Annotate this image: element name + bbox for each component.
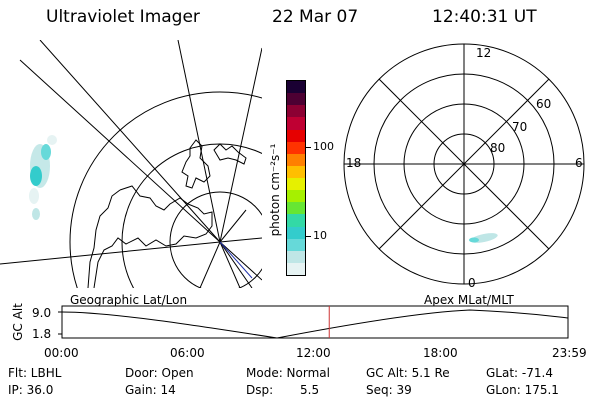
colorbar-segment (287, 129, 305, 142)
gc-alt-status: GC Alt: 5.1 Re (366, 366, 450, 380)
mlat-label-70: 70 (512, 120, 528, 134)
meridian-line (219, 209, 247, 243)
colorbar-segment (287, 226, 305, 239)
mlt-label-12: 12 (476, 46, 492, 60)
meridian-line (39, 40, 221, 243)
orbit-x-tick-label: 12:00 (296, 346, 331, 360)
aurora-blob (41, 144, 51, 160)
colorbar-tick (306, 147, 311, 148)
aurora-blob (469, 237, 479, 243)
orbit-y-tick-label: 9.0 (32, 306, 52, 320)
ip-status: IP: 36.0 (8, 383, 54, 397)
time-label: 12:40:31 UT (432, 7, 537, 27)
colorbar (286, 80, 306, 276)
date-label: 22 Mar 07 (272, 7, 359, 27)
colorbar-segment (287, 262, 305, 275)
mlt-spoke (378, 78, 550, 250)
colorbar-tick-label: 100 (313, 140, 334, 153)
meridian-line (199, 241, 221, 288)
colorbar-segment (287, 214, 305, 227)
mlat-circle (373, 73, 555, 255)
glon-status: GLon: 175.1 (486, 383, 559, 397)
aurora-emission-polar (469, 233, 498, 243)
meridian-line (219, 241, 241, 288)
colorbar-segment (287, 178, 305, 191)
aurora-blob (30, 144, 50, 188)
filter-status: Flt: LBHL (8, 366, 62, 380)
coastline (87, 189, 121, 288)
orbit-x-tick-label: 23:59 (552, 346, 587, 360)
meridian-line (19, 59, 221, 243)
mlt-spoke (378, 78, 550, 250)
orbit-x-tick-label: 00:00 (44, 346, 79, 360)
colorbar-segment (287, 190, 305, 203)
frame-edge-line (219, 241, 253, 279)
mlat-label-60: 60 (536, 97, 552, 111)
aurora-blob (47, 135, 57, 145)
meridian-line (219, 47, 262, 243)
latitude-circle (169, 191, 262, 288)
colorbar-segment (287, 117, 305, 130)
aurora-blob (29, 188, 39, 204)
orbit-x-tick-label: 18:00 (423, 346, 458, 360)
dsp-status-label: Dsp: (246, 383, 274, 397)
glat-status: GLat: -71.4 (486, 366, 553, 380)
mlat-circle (433, 133, 495, 195)
mlt-label-6: 6 (575, 156, 583, 170)
mlt-label-18: 18 (346, 156, 362, 170)
colorbar-segment (287, 153, 305, 166)
colorbar-segment (287, 93, 305, 106)
orbit-plot-frame (61, 305, 569, 339)
geographic-panel-label: Geographic Lat/Lon (70, 293, 188, 307)
dsp-status-value: 5.5 (300, 383, 320, 397)
colorbar-segment (287, 105, 305, 118)
meridian-line (0, 241, 221, 265)
orbit-y-tick-label: 1.8 (32, 327, 52, 341)
colorbar-segment (287, 238, 305, 251)
colorbar-segment (287, 165, 305, 178)
meridian-line (219, 241, 253, 288)
colorbar-segment (287, 81, 305, 94)
coastline (181, 139, 211, 189)
mlat-circle (403, 103, 525, 225)
colorbar-unit-label: photon cm⁻²s⁻¹ (268, 143, 282, 237)
mlt-label-0: 0 (468, 276, 476, 290)
gain-status: Gain: 14 (125, 383, 176, 397)
aurora-emission-geo (29, 135, 57, 220)
instrument-title: Ultraviolet Imager (46, 7, 200, 27)
aurora-blob (32, 208, 40, 220)
meridian-line (219, 241, 262, 281)
coastline (213, 143, 247, 165)
orbit-x-tick-label: 06:00 (170, 346, 205, 360)
colorbar-tick-label: 10 (313, 229, 327, 242)
door-status: Door: Open (125, 366, 194, 380)
coastline (93, 185, 213, 288)
meridian-line (219, 237, 262, 243)
seq-status: Seq: 39 (366, 383, 412, 397)
meridian-line (177, 40, 221, 243)
mode-status: Mode: Normal (246, 366, 330, 380)
altitude-curve (61, 309, 569, 339)
aurora-blob (30, 166, 42, 186)
colorbar-segment (287, 250, 305, 263)
mlat-circle (343, 43, 585, 285)
colorbar-segment (287, 202, 305, 215)
mlat-label-80: 80 (490, 141, 506, 155)
colorbar-segment (287, 141, 305, 154)
colorbar-tick (306, 236, 311, 237)
polar-panel-label: Apex MLat/MLT (424, 293, 514, 307)
orbit-y-label: GC Alt (11, 303, 25, 341)
aurora-blob (470, 233, 498, 243)
